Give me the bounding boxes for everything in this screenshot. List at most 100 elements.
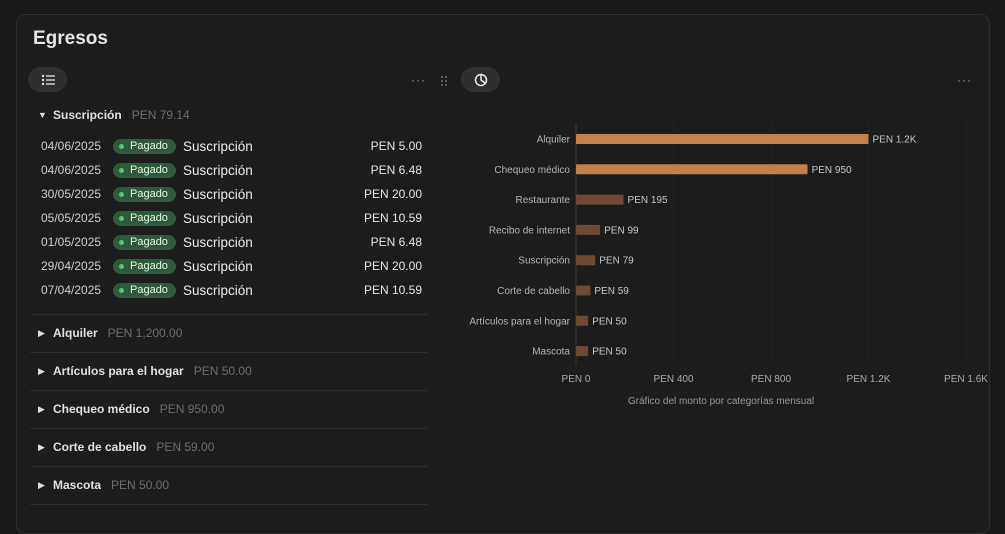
caret-right-icon: ▶	[38, 403, 45, 414]
group-total: PEN 50.00	[193, 364, 252, 378]
group-header[interactable]: ▶ Alquiler PEN 1,200.00	[38, 326, 182, 340]
y-tick-label: Alquiler	[537, 135, 571, 146]
x-tick-label: PEN 800	[751, 374, 791, 385]
x-axis-title: Gráfico del monto por categorías mensual	[628, 396, 814, 407]
y-tick-label: Restaurante	[516, 195, 571, 206]
y-tick-label: Mascota	[532, 347, 570, 358]
x-tick-label: PEN 1.2K	[847, 374, 891, 385]
table-row[interactable]: 04/06/2025 Pagado Suscripción PEN 6.48	[41, 160, 422, 180]
row-description: Suscripción	[182, 186, 253, 202]
row-amount: PEN 6.48	[370, 163, 422, 177]
row-amount: PEN 20.00	[363, 187, 422, 201]
divider	[30, 352, 428, 353]
bar	[576, 224, 601, 235]
row-date: 29/04/2025	[41, 259, 102, 273]
group-header[interactable]: ▶ Mascota PEN 50.00	[38, 478, 169, 492]
group-name: Chequeo médico	[53, 402, 150, 416]
table-row[interactable]: 30/05/2025 Pagado Suscripción PEN 20.00	[41, 184, 422, 204]
divider	[30, 504, 428, 505]
divider	[30, 314, 428, 315]
status-badge: Pagado	[113, 138, 176, 154]
bar	[576, 255, 596, 266]
group-total: PEN 950.00	[159, 402, 225, 416]
page-title: Egresos	[33, 28, 108, 49]
status-badge: Pagado	[113, 282, 176, 298]
list-view-button[interactable]	[28, 67, 67, 92]
list-more-button[interactable]: ···	[411, 73, 426, 87]
y-tick-label: Corte de cabello	[497, 286, 570, 297]
row-date: 05/05/2025	[41, 211, 102, 225]
group-header[interactable]: ▶ Corte de cabello PEN 59.00	[38, 440, 214, 454]
row-amount: PEN 10.59	[363, 283, 422, 297]
status-badge: Pagado	[113, 162, 176, 178]
status-label: Pagado	[130, 164, 168, 176]
status-dot-icon	[119, 239, 124, 245]
group-total: PEN 1,200.00	[107, 326, 183, 340]
group-name: Corte de cabello	[53, 440, 147, 454]
status-label: Pagado	[130, 212, 168, 224]
caret-right-icon: ▶	[38, 441, 45, 452]
caret-down-icon: ▼	[38, 110, 47, 120]
x-tick-label: PEN 1.6K	[944, 374, 988, 385]
row-amount: PEN 6.48	[370, 235, 422, 249]
caret-right-icon: ▶	[38, 365, 45, 376]
row-amount: PEN 10.59	[363, 211, 422, 225]
row-date: 30/05/2025	[41, 187, 102, 201]
list-icon	[41, 74, 55, 85]
x-tick-label: PEN 0	[562, 374, 591, 385]
status-label: Pagado	[130, 140, 168, 152]
drag-handle-icon[interactable]	[440, 74, 448, 92]
row-date: 01/05/2025	[41, 235, 102, 249]
group-name: Alquiler	[53, 326, 98, 340]
table-row[interactable]: 29/04/2025 Pagado Suscripción PEN 20.00	[41, 256, 422, 276]
status-dot-icon	[119, 215, 124, 221]
status-label: Pagado	[130, 260, 168, 272]
bar	[576, 194, 624, 205]
row-date: 04/06/2025	[41, 163, 102, 177]
data-label: PEN 99	[604, 225, 639, 236]
group-total: PEN 59.00	[156, 440, 215, 454]
table-row[interactable]: 04/06/2025 Pagado Suscripción PEN 5.00	[41, 136, 422, 156]
status-dot-icon	[119, 167, 124, 173]
status-dot-icon	[119, 143, 124, 149]
data-label: PEN 195	[628, 195, 668, 206]
row-date: 04/06/2025	[41, 139, 102, 153]
group-header[interactable]: ▶ Chequeo médico PEN 950.00	[38, 402, 224, 416]
status-dot-icon	[119, 287, 124, 293]
bar-chart: PEN 0 PEN 400 PEN 800 PEN 1.2K PEN 1.6K Alqui…	[469, 123, 988, 407]
data-label: PEN 1.2K	[873, 135, 917, 146]
row-description: Suscripción	[182, 162, 253, 178]
group-header[interactable]: ▶ Artículos para el hogar PEN 50.00	[38, 364, 252, 378]
divider	[30, 428, 428, 429]
row-date: 07/04/2025	[41, 283, 102, 297]
egresos-card	[16, 14, 990, 534]
group-total: PEN 50.00	[111, 478, 170, 492]
chart-more-button[interactable]: ···	[957, 73, 972, 87]
status-badge: Pagado	[113, 186, 176, 202]
y-tick-label: Recibo de internet	[489, 225, 570, 236]
divider	[30, 390, 428, 391]
group-header-suscripcion[interactable]: ▼ Suscripción PEN 79.14	[38, 108, 190, 122]
table-row[interactable]: 05/05/2025 Pagado Suscripción PEN 10.59	[41, 208, 422, 228]
group-name: Suscripción	[53, 108, 122, 122]
divider	[30, 466, 428, 467]
chart-view-button[interactable]	[461, 67, 500, 92]
bar	[576, 315, 589, 326]
table-row[interactable]: 01/05/2025 Pagado Suscripción PEN 6.48	[41, 232, 422, 252]
table-row[interactable]: 07/04/2025 Pagado Suscripción PEN 10.59	[41, 280, 422, 300]
caret-right-icon: ▶	[38, 327, 45, 338]
y-tick-label: Suscripción	[518, 256, 570, 267]
group-name: Artículos para el hogar	[53, 364, 184, 378]
status-dot-icon	[119, 263, 124, 269]
row-description: Suscripción	[182, 138, 253, 154]
status-label: Pagado	[130, 284, 168, 296]
bar	[576, 164, 808, 175]
status-badge: Pagado	[113, 234, 176, 250]
data-label: PEN 50	[592, 316, 627, 327]
row-description: Suscripción	[182, 282, 253, 298]
data-label: PEN 950	[812, 165, 852, 176]
status-badge: Pagado	[113, 258, 176, 274]
group-total: PEN 79.14	[131, 108, 190, 122]
status-dot-icon	[119, 191, 124, 197]
row-amount: PEN 5.00	[370, 139, 422, 153]
